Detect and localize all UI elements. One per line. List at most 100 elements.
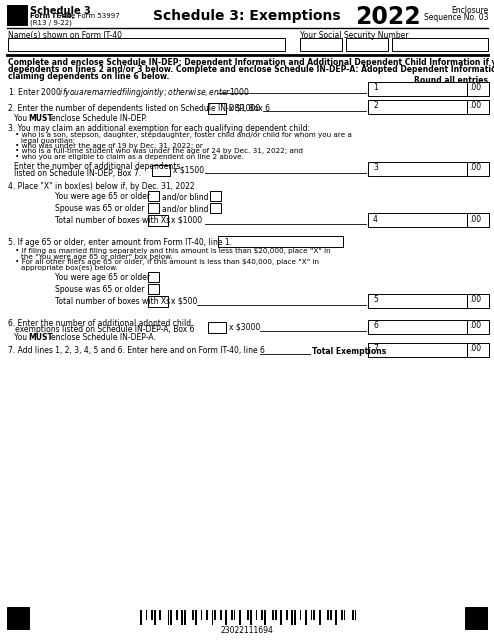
Bar <box>261 610 263 620</box>
Text: 7. Add lines 1, 2, 3, 4, 5 and 6. Enter here and on Form IT-40, line 6: 7. Add lines 1, 2, 3, 4, 5 and 6. Enter … <box>8 346 265 355</box>
Bar <box>250 610 252 625</box>
Bar <box>234 610 236 620</box>
Bar <box>291 610 293 625</box>
Bar <box>167 610 169 625</box>
Bar <box>368 319 467 333</box>
Bar <box>151 610 153 620</box>
Text: 3: 3 <box>373 163 378 173</box>
Text: • who is a son, stepson, daughter, stepdaughter, foster child and/or child for w: • who is a son, stepson, daughter, stepd… <box>15 132 352 138</box>
Text: 6: 6 <box>373 321 378 330</box>
Text: .00: .00 <box>469 83 481 93</box>
Bar <box>467 162 489 176</box>
Bar <box>208 103 226 114</box>
Text: x $3000: x $3000 <box>229 323 260 332</box>
Bar <box>319 610 321 625</box>
Text: 4: 4 <box>373 214 378 223</box>
Text: 1: 1 <box>373 83 378 93</box>
Bar <box>220 610 222 620</box>
Bar <box>335 610 337 625</box>
Text: Form IT-40,: Form IT-40, <box>30 13 75 19</box>
Bar <box>311 610 312 620</box>
Text: Total Exemptions: Total Exemptions <box>312 346 386 355</box>
Bar <box>467 294 489 307</box>
Bar <box>210 191 221 201</box>
Bar <box>368 294 467 307</box>
Bar <box>341 610 343 620</box>
Text: Name(s) shown on Form IT-40: Name(s) shown on Form IT-40 <box>8 31 122 40</box>
Bar <box>264 610 266 625</box>
Bar <box>255 610 257 620</box>
Bar <box>467 342 489 356</box>
Bar <box>368 82 467 96</box>
Text: .00: .00 <box>469 321 481 330</box>
Bar <box>368 162 467 176</box>
Bar <box>146 610 147 620</box>
Bar <box>214 610 216 620</box>
Text: Schedule 3: Schedule 3 <box>30 6 91 16</box>
Text: State Form 53997: State Form 53997 <box>57 13 120 19</box>
Text: Total number of boxes with Xs: Total number of boxes with Xs <box>55 216 170 225</box>
Bar <box>327 610 329 620</box>
Bar <box>154 610 156 625</box>
Text: legal guardian;: legal guardian; <box>21 138 75 143</box>
Bar <box>286 610 288 620</box>
Bar <box>305 610 307 625</box>
Text: MUST: MUST <box>28 333 53 342</box>
Bar <box>7 5 27 25</box>
Text: 2022: 2022 <box>355 5 420 29</box>
Bar <box>368 342 467 356</box>
Bar <box>211 610 213 625</box>
Text: the "You were age 65 or older" box below.: the "You were age 65 or older" box below… <box>21 253 172 259</box>
Text: You were age 65 or older: You were age 65 or older <box>55 273 150 282</box>
Text: exemptions listed on Schedule IN-DEP-A, Box 6: exemptions listed on Schedule IN-DEP-A, … <box>8 326 195 335</box>
Text: • who you are eligible to claim as a dependent on line 2 above.: • who you are eligible to claim as a dep… <box>15 154 244 160</box>
Text: and/or blind: and/or blind <box>162 204 208 213</box>
Bar <box>239 610 241 625</box>
Bar <box>299 610 301 620</box>
Bar <box>7 607 29 629</box>
Text: 23022111694: 23022111694 <box>220 626 274 635</box>
Bar <box>294 610 296 625</box>
Text: Enclosure: Enclosure <box>451 6 488 15</box>
Text: MUST: MUST <box>28 114 53 123</box>
Text: Spouse was 65 or older: Spouse was 65 or older <box>55 204 145 213</box>
Bar <box>368 213 467 227</box>
Bar <box>275 610 277 620</box>
Bar <box>467 100 489 114</box>
Text: 6. Enter the number of additional adopted child: 6. Enter the number of additional adopte… <box>8 319 191 328</box>
Bar <box>465 607 487 629</box>
Bar <box>201 610 203 620</box>
Bar <box>355 610 357 620</box>
Bar <box>343 610 345 620</box>
Bar <box>195 610 197 625</box>
Bar <box>152 165 170 176</box>
Bar <box>159 610 161 620</box>
Bar <box>368 100 467 114</box>
Bar <box>313 610 315 620</box>
Bar <box>170 610 172 625</box>
Text: 5. If age 65 or older, enter amount from Form IT-40, line 1.: 5. If age 65 or older, enter amount from… <box>8 238 232 247</box>
Text: and/or blind: and/or blind <box>162 192 208 201</box>
Text: You: You <box>14 333 30 342</box>
Bar <box>210 203 221 213</box>
Text: 7: 7 <box>373 344 378 353</box>
Text: Sequence No. 03: Sequence No. 03 <box>423 13 488 22</box>
Text: .00: .00 <box>469 214 481 223</box>
Text: .00: .00 <box>469 163 481 173</box>
Bar <box>392 38 488 51</box>
Bar <box>192 610 194 620</box>
Bar <box>330 610 331 620</box>
Text: 2. Enter the number of dependents listed on Schedule IN-DEP, Box 6: 2. Enter the number of dependents listed… <box>8 104 270 113</box>
Text: x $1000: x $1000 <box>171 216 202 225</box>
Text: claiming dependents on line 6 below.: claiming dependents on line 6 below. <box>8 72 169 81</box>
Bar <box>272 610 274 620</box>
Bar <box>176 610 178 620</box>
Text: Spouse was 65 or older: Spouse was 65 or older <box>55 285 145 294</box>
Text: x $500: x $500 <box>171 296 198 305</box>
Bar <box>148 296 168 307</box>
Bar <box>352 610 354 620</box>
Bar <box>140 610 142 625</box>
Text: .00: .00 <box>469 344 481 353</box>
Text: listed on Schedule IN-DEP, Box 7.: listed on Schedule IN-DEP, Box 7. <box>14 169 141 178</box>
Bar <box>148 203 159 213</box>
